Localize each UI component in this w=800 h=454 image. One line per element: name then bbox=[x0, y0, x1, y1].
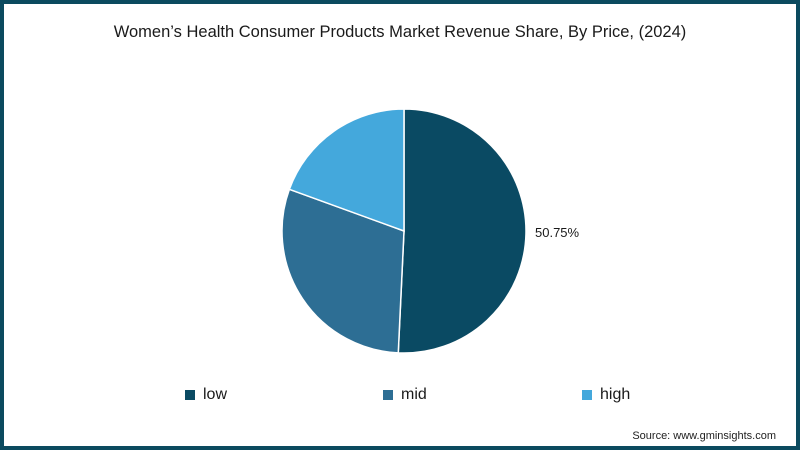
slice-label-low: 50.75% bbox=[535, 225, 580, 240]
pie-slice-low bbox=[397, 108, 527, 354]
legend-swatch-low bbox=[185, 390, 195, 400]
legend-item-mid: mid bbox=[383, 386, 427, 404]
pie-chart bbox=[281, 108, 527, 354]
source-note: Source: www.gminsights.com bbox=[632, 430, 776, 442]
legend-swatch-high bbox=[582, 390, 592, 400]
pie-slice-mid bbox=[281, 188, 405, 354]
legend-label-mid: mid bbox=[401, 386, 427, 403]
legend-label-low: low bbox=[203, 386, 228, 403]
legend-label-high: high bbox=[600, 386, 631, 403]
pie-slice-high bbox=[288, 108, 405, 233]
legend-item-low: low bbox=[185, 386, 227, 404]
legend: low mid high bbox=[4, 386, 800, 406]
legend-item-high: high bbox=[582, 386, 630, 404]
legend-swatch-mid bbox=[383, 390, 393, 400]
pie-slices bbox=[281, 108, 527, 354]
chart-title: Women’s Health Consumer Products Market … bbox=[113, 23, 687, 41]
